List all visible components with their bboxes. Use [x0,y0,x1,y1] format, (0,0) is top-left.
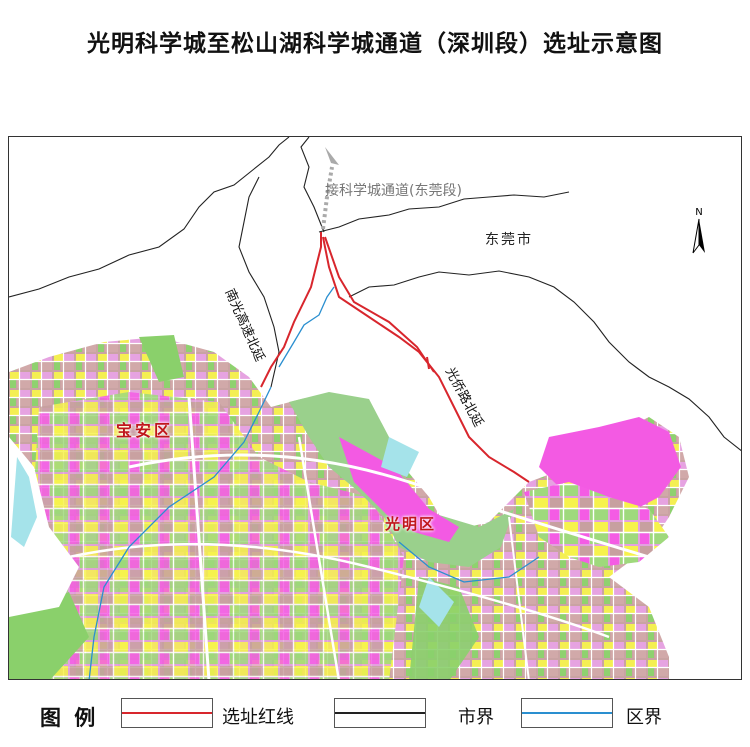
legend: 图 例 选址红线 市界 区界 [0,686,750,742]
north-arrow-icon: N [689,207,709,257]
district-label-baoan: 宝安区 [116,421,174,440]
legend-swatch-city [334,698,426,728]
north-letter: N [695,207,703,218]
city-label-dongguan: 东莞市 [485,232,533,248]
legend-title: 图 例 [40,706,99,730]
city-boundary [9,137,741,452]
legend-label-district: 区界 [626,707,662,728]
connection-label: 接科学城通道(东莞段) [325,183,462,199]
map-canvas [9,137,741,679]
route-red-line [260,232,530,483]
legend-label-city: 市界 [458,707,494,728]
legend-swatch-district [521,698,613,728]
district-label-guangming: 光明区 [385,515,437,533]
connection-arrow [321,147,339,230]
map-title: 光明科学城至松山湖科学城通道（深圳段）选址示意图 [87,31,663,57]
land-use-area [9,335,689,679]
legend-label-route: 选址红线 [222,707,294,728]
district-boundary [88,286,540,679]
legend-swatch-route [121,698,213,728]
map-frame[interactable]: 接科学城通道(东莞段) 东莞市 南光高速北延 光侨路北延 宝安区 光明区 N [8,136,742,680]
